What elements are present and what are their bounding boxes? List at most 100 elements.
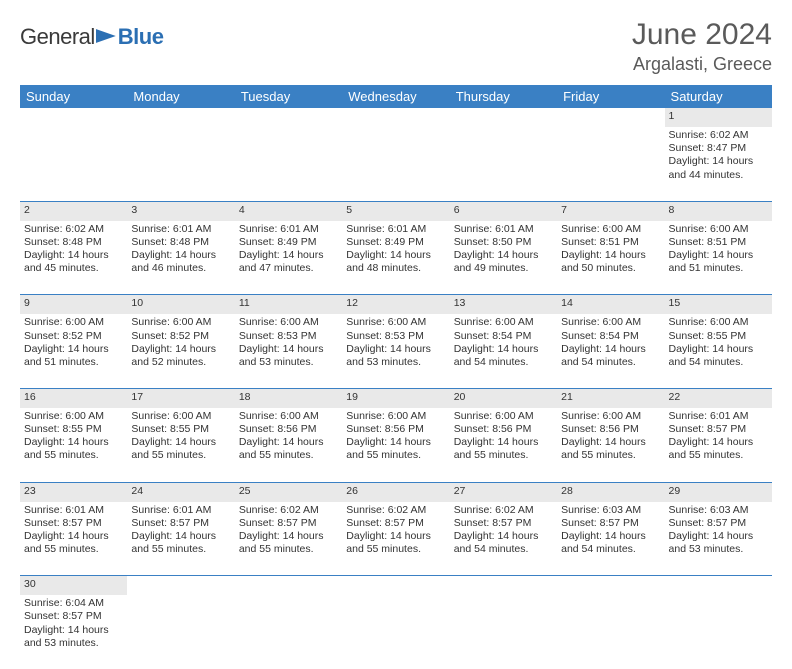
- empty-cell: [557, 127, 664, 201]
- day-number-row: 23242526272829: [20, 482, 772, 502]
- day-cell: Sunrise: 6:02 AMSunset: 8:47 PMDaylight:…: [665, 127, 772, 201]
- daylight-line: Daylight: 14 hours and 55 minutes.: [131, 530, 230, 556]
- calendar-page: GeneralBlue June 2024 Argalasti, Greece …: [0, 0, 792, 669]
- day-number: 17: [127, 388, 234, 408]
- day-content-row: Sunrise: 6:01 AMSunset: 8:57 PMDaylight:…: [20, 502, 772, 576]
- day-number-row: 30: [20, 576, 772, 596]
- empty-cell: [557, 595, 664, 669]
- day-number: 5: [342, 201, 449, 221]
- empty-cell: [127, 108, 234, 127]
- sunrise-line: Sunrise: 6:03 AM: [669, 504, 768, 517]
- day-number: 26: [342, 482, 449, 502]
- sunrise-line: Sunrise: 6:00 AM: [561, 410, 660, 423]
- empty-cell: [235, 576, 342, 596]
- sunrise-line: Sunrise: 6:04 AM: [24, 597, 123, 610]
- daylight-line: Daylight: 14 hours and 44 minutes.: [669, 155, 768, 181]
- day-cell: Sunrise: 6:00 AMSunset: 8:55 PMDaylight:…: [127, 408, 234, 482]
- day-cell: Sunrise: 6:02 AMSunset: 8:57 PMDaylight:…: [450, 502, 557, 576]
- day-number-row: 9101112131415: [20, 295, 772, 315]
- day-cell: Sunrise: 6:04 AMSunset: 8:57 PMDaylight:…: [20, 595, 127, 669]
- daylight-line: Daylight: 14 hours and 55 minutes.: [669, 436, 768, 462]
- day-cell: Sunrise: 6:00 AMSunset: 8:56 PMDaylight:…: [557, 408, 664, 482]
- day-content-row: Sunrise: 6:00 AMSunset: 8:55 PMDaylight:…: [20, 408, 772, 482]
- daylight-line: Daylight: 14 hours and 55 minutes.: [239, 530, 338, 556]
- daylight-line: Daylight: 14 hours and 55 minutes.: [346, 530, 445, 556]
- daylight-line: Daylight: 14 hours and 45 minutes.: [24, 249, 123, 275]
- empty-cell: [342, 127, 449, 201]
- day-cell: Sunrise: 6:00 AMSunset: 8:55 PMDaylight:…: [665, 314, 772, 388]
- sunset-line: Sunset: 8:52 PM: [24, 330, 123, 343]
- sunrise-line: Sunrise: 6:00 AM: [346, 410, 445, 423]
- flag-icon: [96, 29, 116, 43]
- sunset-line: Sunset: 8:55 PM: [131, 423, 230, 436]
- daylight-line: Daylight: 14 hours and 51 minutes.: [669, 249, 768, 275]
- day-number: 8: [665, 201, 772, 221]
- empty-cell: [235, 595, 342, 669]
- empty-cell: [127, 127, 234, 201]
- sunrise-line: Sunrise: 6:01 AM: [239, 223, 338, 236]
- sunset-line: Sunset: 8:54 PM: [561, 330, 660, 343]
- day-number: 30: [20, 576, 127, 596]
- sunset-line: Sunset: 8:57 PM: [561, 517, 660, 530]
- empty-cell: [342, 108, 449, 127]
- daylight-line: Daylight: 14 hours and 55 minutes.: [24, 436, 123, 462]
- day-number: 1: [665, 108, 772, 127]
- day-content-row: Sunrise: 6:00 AM Sunset: 8:52 PM Daylight:…: [20, 314, 772, 388]
- daylight-line: Daylight: 14 hours and 55 minutes.: [346, 436, 445, 462]
- sunrise-line: Sunrise: 6:02 AM: [454, 504, 553, 517]
- day-number: 11: [235, 295, 342, 315]
- sunset-line: Sunset: 8:47 PM: [669, 142, 768, 155]
- day-content-row: Sunrise: 6:02 AM Sunset: 8:48 PM Daylight:…: [20, 221, 772, 295]
- day-cell: Sunrise: 6:00 AMSunset: 8:54 PMDaylight:…: [557, 314, 664, 388]
- daylight-line: Daylight: 14 hours and 54 minutes.: [454, 343, 553, 369]
- day-number: 6: [450, 201, 557, 221]
- sunset-line: Sunset: 8:48 PM: [131, 236, 230, 249]
- day-number: 27: [450, 482, 557, 502]
- sunset-line: Sunset: 8:49 PM: [346, 236, 445, 249]
- sunset-line: Sunset: 8:53 PM: [346, 330, 445, 343]
- title-block: June 2024 Argalasti, Greece: [632, 18, 772, 75]
- day-number: 22: [665, 388, 772, 408]
- empty-cell: [342, 595, 449, 669]
- day-cell: Sunrise: 6:02 AMSunset: 8:57 PMDaylight:…: [235, 502, 342, 576]
- daylight-line: Daylight: 14 hours and 55 minutes.: [24, 530, 123, 556]
- sunset-line: Sunset: 8:55 PM: [24, 423, 123, 436]
- sunset-line: Sunset: 8:53 PM: [239, 330, 338, 343]
- sunset-line: Sunset: 8:56 PM: [561, 423, 660, 436]
- weekday-header: Wednesday: [342, 85, 449, 108]
- sunrise-line: Sunrise: 6:00 AM: [561, 316, 660, 329]
- sunrise-line: Sunrise: 6:02 AM: [346, 504, 445, 517]
- day-number: 4: [235, 201, 342, 221]
- sunrise-line: Sunrise: 6:00 AM: [131, 316, 230, 329]
- daylight-line: Daylight: 14 hours and 53 minutes.: [669, 530, 768, 556]
- weekday-header: Friday: [557, 85, 664, 108]
- weekday-header: Tuesday: [235, 85, 342, 108]
- empty-cell: [450, 127, 557, 201]
- sunset-line: Sunset: 8:50 PM: [454, 236, 553, 249]
- day-number: 21: [557, 388, 664, 408]
- day-number: 19: [342, 388, 449, 408]
- day-cell: Sunrise: 6:00 AMSunset: 8:56 PMDaylight:…: [450, 408, 557, 482]
- day-number: 7: [557, 201, 664, 221]
- sunset-line: Sunset: 8:57 PM: [239, 517, 338, 530]
- daylight-line: Daylight: 14 hours and 49 minutes.: [454, 249, 553, 275]
- day-number: 2: [20, 201, 127, 221]
- day-cell: Sunrise: 6:01 AMSunset: 8:50 PMDaylight:…: [450, 221, 557, 295]
- empty-cell: [450, 108, 557, 127]
- location: Argalasti, Greece: [632, 54, 772, 75]
- day-number: 24: [127, 482, 234, 502]
- day-content-row: Sunrise: 6:04 AMSunset: 8:57 PMDaylight:…: [20, 595, 772, 669]
- sunrise-line: Sunrise: 6:00 AM: [669, 223, 768, 236]
- sunrise-line: Sunrise: 6:00 AM: [239, 316, 338, 329]
- sunrise-line: Sunrise: 6:02 AM: [24, 223, 123, 236]
- day-number: 23: [20, 482, 127, 502]
- weekday-header: Sunday: [20, 85, 127, 108]
- empty-cell: [342, 576, 449, 596]
- calendar-table: SundayMondayTuesdayWednesdayThursdayFrid…: [20, 85, 772, 669]
- daylight-line: Daylight: 14 hours and 54 minutes.: [669, 343, 768, 369]
- weekday-header: Thursday: [450, 85, 557, 108]
- day-cell: Sunrise: 6:00 AMSunset: 8:56 PMDaylight:…: [342, 408, 449, 482]
- day-number: 3: [127, 201, 234, 221]
- sunrise-line: Sunrise: 6:03 AM: [561, 504, 660, 517]
- daylight-line: Daylight: 14 hours and 54 minutes.: [454, 530, 553, 556]
